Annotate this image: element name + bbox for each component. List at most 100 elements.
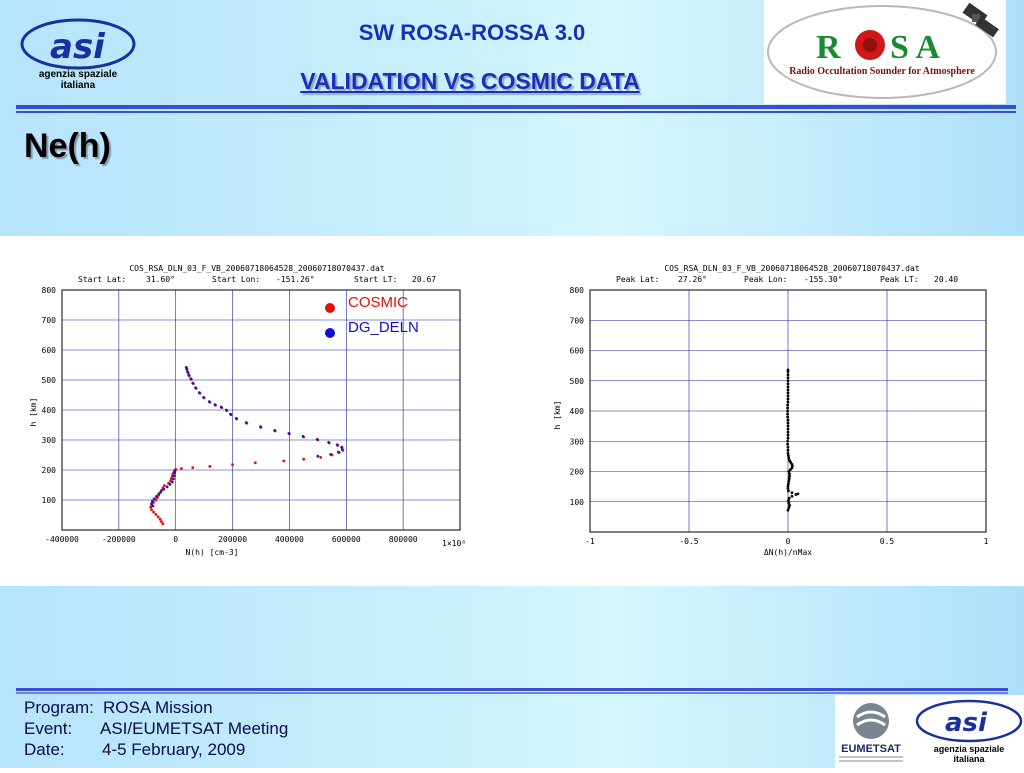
asi-logo-text-1: agenzia spaziale	[39, 69, 118, 80]
data-point	[186, 370, 190, 374]
x-tick-label: 600000	[332, 535, 361, 544]
data-point	[172, 474, 176, 478]
subtitle-value-1: 27.26°	[678, 275, 707, 284]
x-tick-label: 0	[173, 535, 178, 544]
data-point	[168, 483, 172, 486]
rosa-logo-caption: Radio Occultation Sounder for Atmosphere	[789, 66, 975, 77]
y-tick-label: 300	[570, 437, 585, 446]
x-tick-label: -200000	[102, 535, 136, 544]
data-point	[253, 461, 257, 465]
data-point	[157, 492, 161, 496]
footer-logos: EUMETSAT asi agenzia spaziale italiana	[835, 695, 1024, 768]
data-point	[180, 467, 183, 470]
page-subtitle: VALIDATION VS COSMIC DATA	[300, 68, 640, 94]
data-point	[786, 442, 790, 446]
data-point	[273, 429, 277, 432]
data-point	[152, 497, 156, 501]
data-point	[151, 499, 154, 503]
data-point	[191, 466, 195, 469]
footer-event-label: Event:	[24, 719, 73, 738]
data-point	[790, 491, 794, 495]
x-tick-label: 800000	[389, 535, 418, 544]
rosa-logo: R S A Radio Occultation Sounder for Atmo…	[764, 0, 1006, 104]
data-point	[234, 417, 238, 420]
data-point	[150, 502, 153, 505]
eumetsat-label: EUMETSAT	[841, 743, 901, 755]
y-tick-label: 500	[42, 376, 57, 385]
data-point	[786, 400, 790, 404]
subtitle-label-1: Start Lat:	[78, 275, 126, 284]
satellite-icon	[962, 2, 999, 38]
data-point	[231, 463, 234, 466]
data-point	[786, 484, 790, 488]
data-point	[287, 432, 291, 435]
data-point	[786, 376, 790, 380]
data-point	[149, 505, 153, 509]
data-point	[786, 433, 790, 437]
subtitle-value-1: 31.60°	[146, 275, 175, 284]
data-point	[786, 415, 790, 419]
section-title: Ne(h)	[24, 127, 111, 165]
data-point	[788, 459, 791, 463]
data-point	[786, 508, 790, 512]
data-point	[786, 406, 790, 410]
data-point	[197, 391, 201, 394]
data-point	[162, 484, 166, 487]
x-multiplier: 1×10⁶	[442, 539, 466, 548]
y-tick-label: 600	[570, 347, 585, 356]
y-tick-label: 400	[570, 407, 585, 416]
legend-label-cosmic: COSMIC	[348, 294, 408, 311]
asi-small-text-2: italiana	[953, 754, 985, 764]
data-point	[315, 438, 319, 441]
data-point	[786, 397, 790, 401]
data-point	[161, 522, 165, 526]
data-point	[151, 504, 155, 508]
subtitle-label-1: Peak Lat:	[616, 275, 659, 284]
data-point	[786, 418, 790, 422]
eumetsat-logo: EUMETSAT	[839, 703, 903, 762]
data-point	[208, 465, 212, 468]
data-point	[786, 382, 790, 386]
footer-program-label: Program:	[24, 698, 94, 717]
svg-text:asi: asi	[945, 708, 988, 738]
data-point	[162, 487, 166, 491]
delta-ne-chart: COS_RSA_DLN_03_F_VB_20060718064528_20060…	[553, 264, 989, 557]
data-point	[786, 388, 790, 392]
x-tick-label: 1	[984, 537, 989, 546]
y-tick-label: 800	[42, 286, 57, 295]
data-point	[786, 427, 790, 431]
chart-title: COS_RSA_DLN_03_F_VB_20060718064528_20060…	[664, 264, 919, 273]
x-axis-label: N(h) [cm-3]	[186, 548, 239, 557]
legend-marker-cosmic	[325, 303, 335, 313]
data-point	[336, 450, 340, 454]
data-point	[786, 373, 790, 377]
data-point	[788, 503, 791, 507]
legend-marker-dg-deln	[325, 328, 335, 338]
data-point	[787, 501, 791, 505]
asi-logo: asi agenzia spaziale italiana	[20, 18, 136, 91]
subtitle-label-2: Peak Lon:	[744, 275, 787, 284]
legend-label-dg-deln: DG_DELN	[348, 319, 419, 336]
data-point	[788, 472, 791, 476]
data-point	[786, 409, 790, 413]
data-point	[786, 454, 790, 458]
plot-frame	[589, 289, 987, 533]
data-point	[786, 421, 790, 425]
footer-date-value: 4-5 February, 2009	[102, 740, 246, 759]
data-point	[224, 408, 228, 412]
subtitle-value-3: 20.67	[412, 275, 436, 284]
footer-program-value: ROSA Mission	[103, 698, 213, 717]
legend: COSMIC DG_DELN	[325, 294, 419, 338]
data-point	[787, 470, 791, 473]
y-tick-label: 500	[570, 377, 585, 386]
rosa-logo-sa: S A	[890, 29, 941, 66]
y-tick-label: 200	[570, 468, 585, 477]
x-tick-label: -0.5	[679, 537, 698, 546]
data-point	[788, 474, 791, 478]
data-point	[170, 480, 174, 484]
data-point	[786, 445, 790, 449]
data-point	[150, 508, 153, 511]
data-point	[165, 485, 169, 489]
data-point	[154, 495, 158, 498]
data-point	[786, 489, 790, 493]
